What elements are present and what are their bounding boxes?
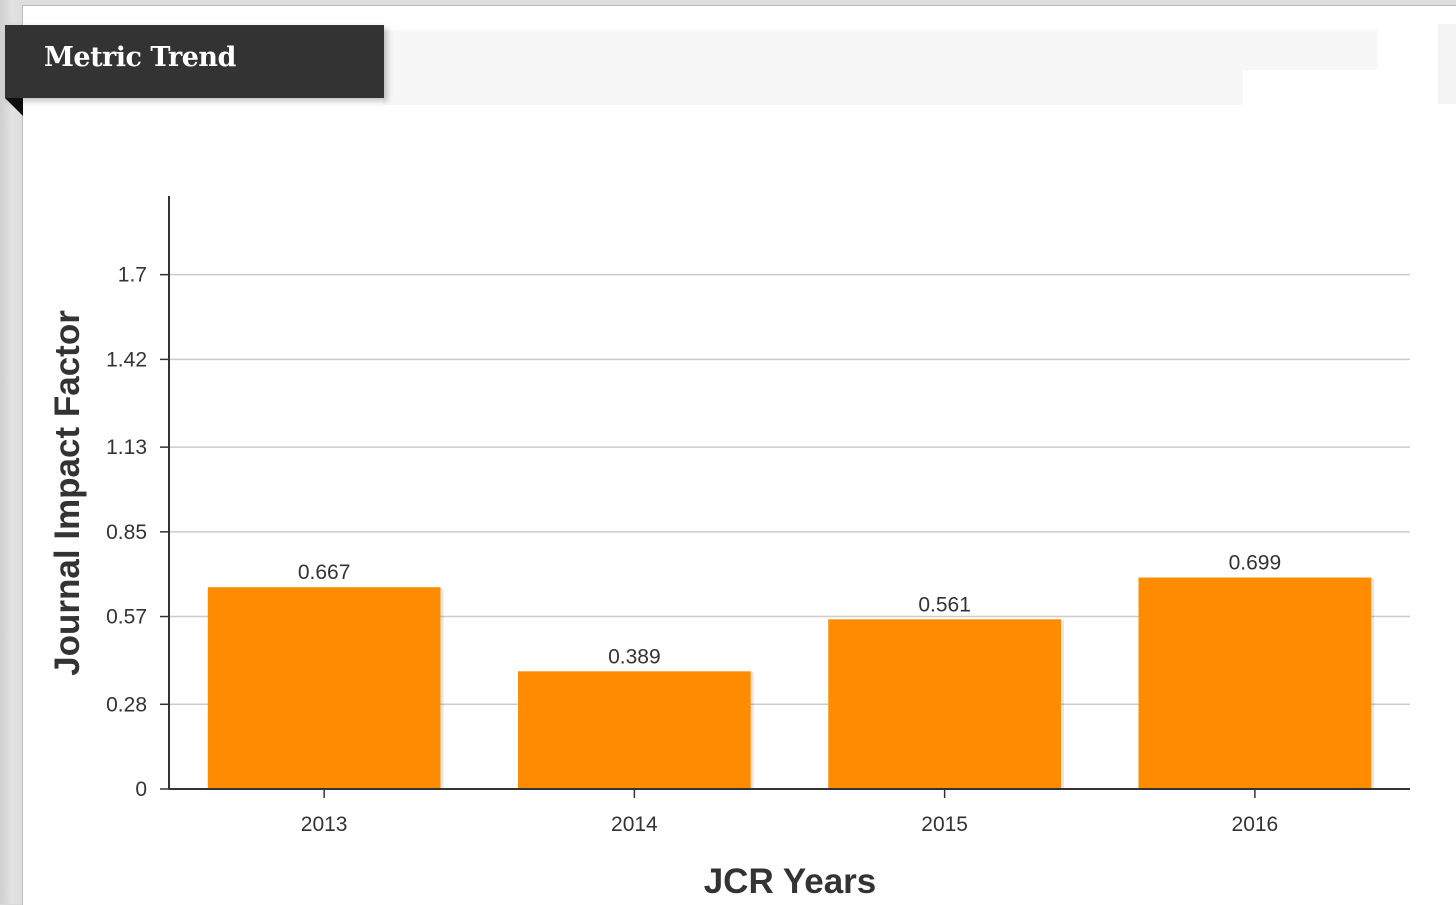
- title-tab-fold: [5, 98, 23, 116]
- bar-2013[interactable]: [207, 587, 441, 789]
- header-strip-edge: [1438, 24, 1456, 104]
- y-tick-label: 1.13: [106, 436, 147, 459]
- axes: [160, 196, 1410, 798]
- x-tick-label: 2013: [301, 813, 348, 836]
- y-tick-label: 0.57: [106, 606, 147, 629]
- bars: [207, 577, 1375, 790]
- x-tick-label: 2016: [1232, 813, 1279, 836]
- y-tick-label: 0.28: [106, 693, 147, 716]
- labels: 0 0.28 0.57 0.85 1.13 1.42 1.7 0.667 2013 0.389 20…: [106, 264, 1281, 836]
- x-axis-title: JCR Years: [704, 862, 877, 901]
- y-tick-label: 0: [135, 778, 147, 801]
- y-tick-label: 1.42: [106, 348, 147, 371]
- header-strip-right: [1243, 30, 1377, 70]
- y-axis-title: Journal Impact Factor: [48, 310, 87, 676]
- data-label: 0.561: [918, 593, 971, 616]
- x-tick-label: 2014: [611, 813, 658, 836]
- y-tick-label: 0.85: [106, 521, 147, 544]
- y-tick-label: 1.7: [118, 264, 147, 287]
- bar-2015[interactable]: [828, 619, 1061, 789]
- x-tick-label: 2015: [921, 813, 968, 836]
- title-tab: [5, 25, 384, 98]
- data-label: 0.389: [608, 645, 661, 668]
- bar-2016[interactable]: [1138, 577, 1372, 789]
- bar-2014[interactable]: [518, 671, 751, 789]
- page-title: Metric Trend: [44, 42, 236, 73]
- data-label: 0.667: [298, 561, 351, 584]
- header-strip: [383, 30, 1243, 105]
- data-label: 0.699: [1229, 552, 1282, 575]
